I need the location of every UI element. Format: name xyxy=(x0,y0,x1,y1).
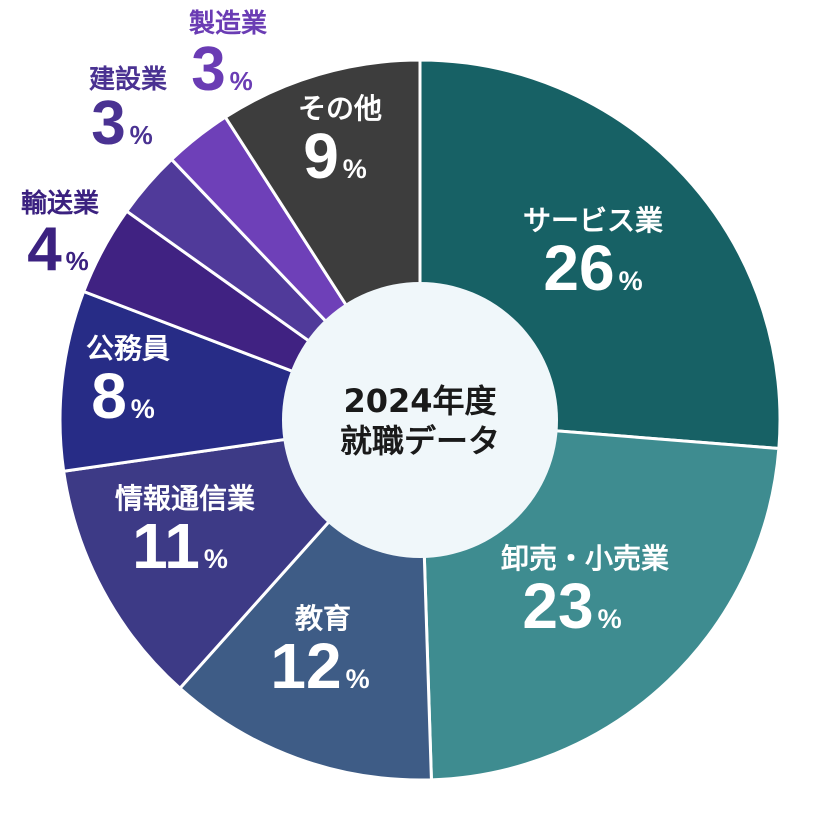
slice-label: 卸売・小売業 xyxy=(501,542,669,575)
slice-value: 12% xyxy=(270,630,369,702)
slice-label: 情報通信業 xyxy=(115,482,255,515)
slice-value: 23% xyxy=(522,570,621,642)
slice-value: 9% xyxy=(303,120,367,192)
slice-label: その他 xyxy=(298,92,382,125)
slice-label: 建設業 xyxy=(89,64,167,95)
center-circle xyxy=(282,282,558,558)
slice-value: 3% xyxy=(91,89,153,158)
slice-value: 8% xyxy=(91,360,155,432)
slice-label: 教育 xyxy=(295,602,351,635)
slice-label: 輸送業 xyxy=(21,188,99,219)
center-label-line: 2024年度 xyxy=(343,382,496,420)
slice-value: 3% xyxy=(191,35,253,104)
slice-label: 公務員 xyxy=(86,332,170,365)
slice-label: 製造業 xyxy=(189,9,267,39)
slice-value: 4% xyxy=(27,215,89,284)
slice-value: 11% xyxy=(132,510,228,582)
slice-value: 26% xyxy=(543,232,642,304)
slice-label: サービス業 xyxy=(523,204,663,237)
center-label-line: 就職データ xyxy=(340,422,500,460)
